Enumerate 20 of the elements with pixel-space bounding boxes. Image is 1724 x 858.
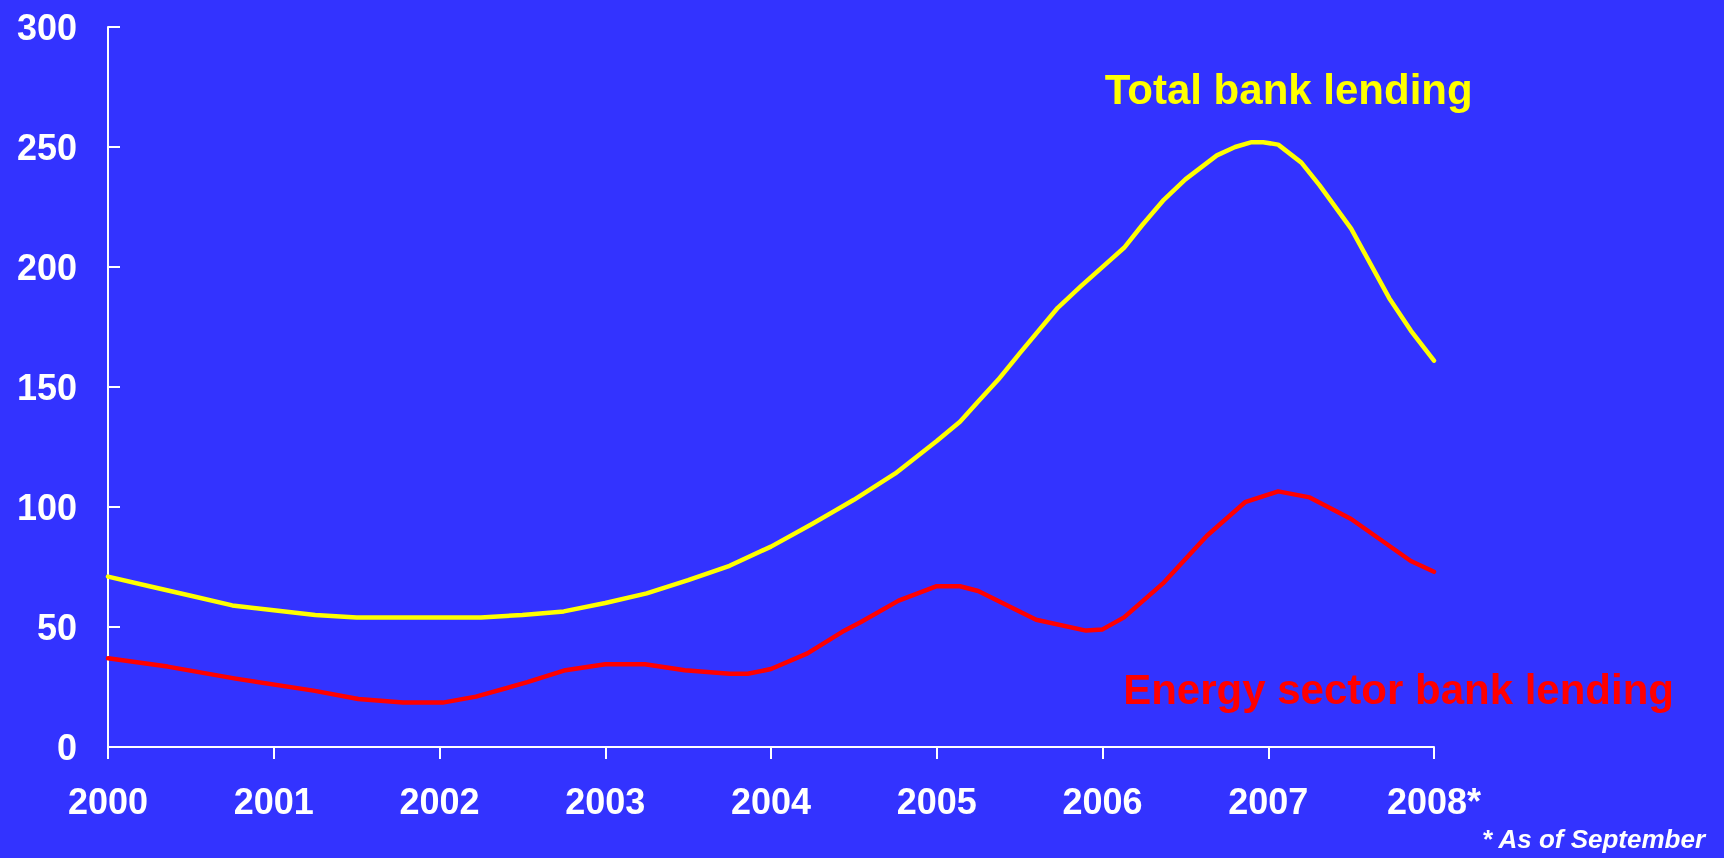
x-tick-label: 2001 — [233, 780, 314, 822]
y-tick-label: 50 — [36, 606, 77, 648]
x-tick-label: 2000 — [67, 780, 149, 822]
x-tick-label: 2004 — [730, 780, 812, 822]
x-tick-label: 2005 — [896, 780, 977, 822]
x-tick-label: 2002 — [399, 780, 480, 822]
y-tick-label: 100 — [16, 486, 77, 528]
x-tick-label: 2006 — [1062, 780, 1143, 822]
x-tick-label: 2008* — [1386, 780, 1482, 822]
y-tick-label: 250 — [16, 126, 77, 168]
y-tick-label: 150 — [16, 366, 77, 408]
series-label: Total bank lending — [1104, 65, 1473, 113]
series-label: Energy sector bank lending — [1123, 666, 1674, 714]
y-tick-label: 200 — [16, 246, 77, 288]
line-series — [105, 139, 1437, 620]
x-tick-label: 2007 — [1228, 780, 1309, 822]
x-tick-label: 2003 — [565, 780, 646, 822]
y-tick-label: 300 — [16, 6, 77, 48]
text: * As of September — [1482, 824, 1707, 854]
y-tick-label: 0 — [56, 726, 77, 768]
